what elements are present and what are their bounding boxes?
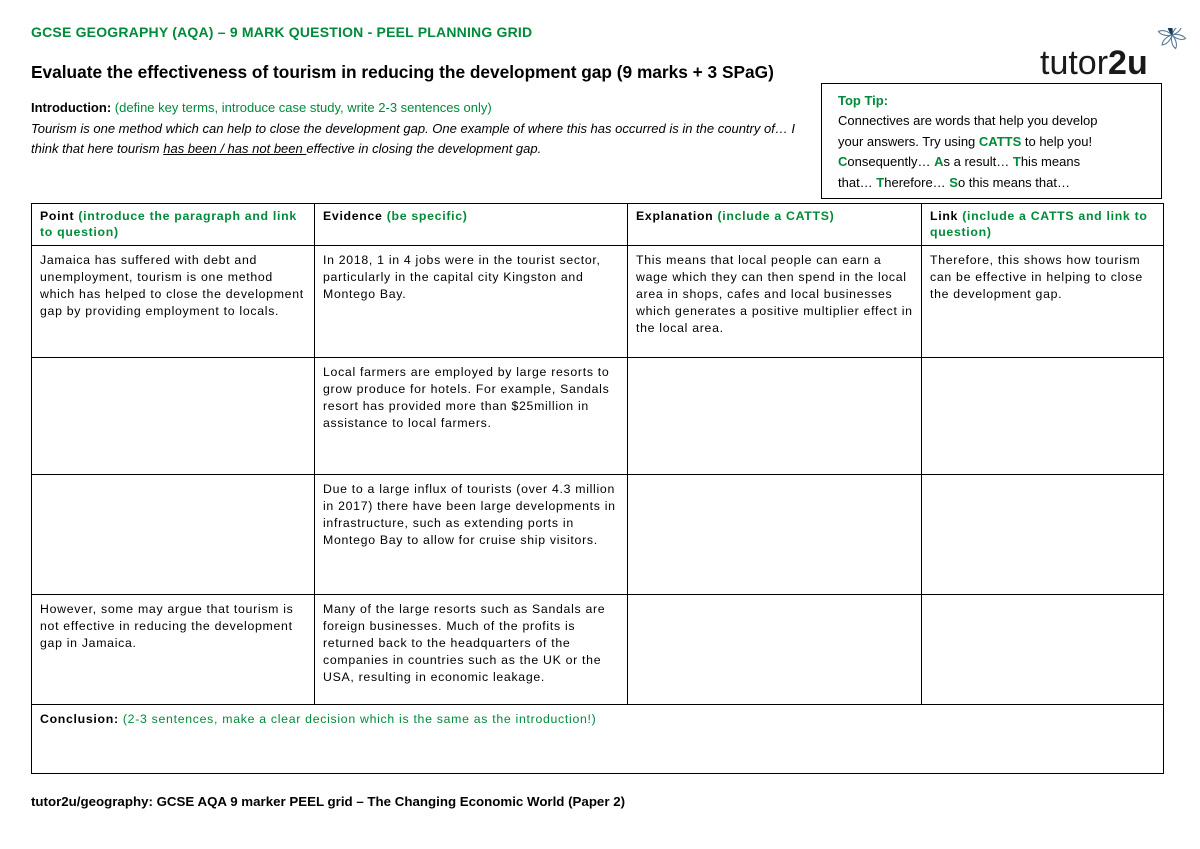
svg-text:tutor2u: tutor2u: [1040, 44, 1148, 82]
